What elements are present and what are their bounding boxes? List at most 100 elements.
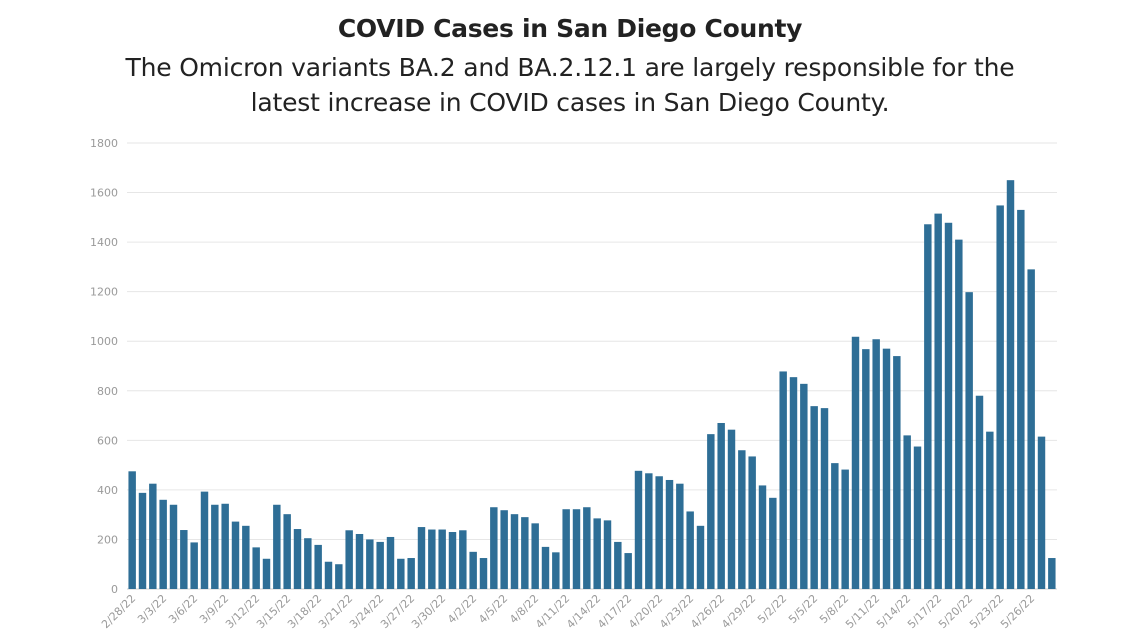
bar: [242, 525, 250, 589]
bar: [986, 431, 994, 589]
bar: [366, 539, 374, 589]
bar: [676, 483, 684, 589]
y-tick-label: 1000: [90, 335, 118, 348]
bar: [1048, 558, 1056, 589]
bar: [717, 422, 725, 589]
x-axis-tick-labels: 2/28/223/3/223/6/223/9/223/12/223/15/223…: [99, 592, 1037, 631]
bar: [448, 532, 457, 589]
x-tick-label: 4/29/22: [719, 592, 758, 631]
bar: [428, 529, 436, 589]
bar: [562, 509, 570, 589]
bar: [324, 561, 333, 589]
x-tick-label: 2/28/22: [99, 592, 138, 631]
bar: [583, 507, 591, 589]
bar: [231, 521, 240, 589]
bar: [779, 371, 787, 589]
bar: [820, 408, 829, 589]
bar: [335, 564, 343, 589]
bar: [293, 529, 302, 589]
bar: [479, 558, 488, 589]
bar: [273, 504, 281, 589]
bar: [531, 523, 539, 589]
bar: [180, 530, 188, 589]
subtitle-line-1: The Omicron variants BA.2 and BA.2.12.1 …: [125, 53, 1015, 82]
x-tick-label: 4/5/22: [476, 592, 510, 626]
bar: [686, 511, 694, 589]
y-tick-label: 200: [97, 533, 118, 546]
x-tick-label: 3/6/22: [166, 592, 200, 626]
bar: [903, 435, 911, 589]
bar: [841, 469, 849, 589]
bar: [893, 356, 901, 589]
bar: [913, 446, 922, 589]
y-tick-label: 1800: [90, 137, 118, 150]
bar: [304, 538, 312, 589]
bar: [541, 546, 550, 589]
bar: [738, 450, 746, 589]
bar: [975, 395, 984, 589]
y-tick-label: 600: [97, 434, 118, 447]
bar: [707, 434, 715, 589]
bar: [417, 527, 426, 589]
bar: [572, 509, 581, 589]
bar: [634, 470, 643, 589]
bar: [748, 456, 756, 589]
bar: [810, 406, 818, 589]
bar: [624, 553, 632, 589]
bar: [1017, 209, 1025, 589]
bar: [190, 542, 198, 589]
bar: [593, 518, 601, 589]
chart-title: COVID Cases in San Diego County: [337, 14, 803, 43]
y-axis-tick-labels: 0 200 400 600 800 1000 1200 1400 1600 1800: [90, 137, 118, 596]
bar: [500, 510, 508, 589]
chart-subtitle: The Omicron variants BA.2 and BA.2.12.1 …: [0, 50, 1140, 120]
bar: [862, 349, 870, 589]
bar: [1027, 269, 1035, 589]
bar: [345, 530, 353, 589]
bar: [169, 504, 178, 589]
gridlines: [127, 142, 1057, 590]
y-tick-label: 1200: [90, 286, 118, 299]
bar: [831, 463, 839, 589]
bar: [1037, 436, 1046, 589]
bar: [872, 339, 880, 589]
bar: [1006, 180, 1015, 590]
bar: [655, 476, 663, 589]
x-tick-label: 5/26/22: [998, 592, 1037, 631]
bar: [665, 479, 674, 589]
bar: [882, 348, 891, 589]
y-tick-label: 1400: [90, 236, 118, 249]
x-tick-label: 3/30/22: [409, 592, 448, 631]
bar: [789, 377, 798, 589]
bar: [769, 497, 777, 589]
bar: [283, 514, 291, 589]
bar: [490, 507, 498, 589]
bar: [955, 239, 963, 589]
bar: [438, 529, 446, 589]
bar: [469, 551, 477, 589]
bar: [355, 533, 364, 589]
bar: [211, 504, 219, 589]
y-tick-label: 400: [97, 484, 118, 497]
x-tick-label: 4/2/22: [445, 592, 479, 626]
bar: [603, 520, 612, 589]
bar: [614, 541, 622, 589]
bar: [965, 292, 973, 589]
bar: [924, 224, 932, 589]
bar: [696, 525, 705, 589]
bar: [934, 213, 942, 589]
bar: [727, 429, 736, 589]
bar: [159, 499, 167, 589]
x-tick-label: 5/2/22: [755, 592, 789, 626]
bar: [138, 492, 147, 589]
bar: [149, 483, 157, 589]
bar: [252, 547, 260, 589]
bar: [521, 517, 529, 589]
bar: [397, 558, 405, 589]
x-tick-label: 5/5/22: [786, 592, 820, 626]
bar: [128, 471, 136, 589]
subtitle-line-2: latest increase in COVID cases in San Di…: [250, 88, 890, 117]
bar: [407, 558, 415, 589]
bar: [645, 473, 653, 589]
y-tick-label: 800: [97, 385, 118, 398]
